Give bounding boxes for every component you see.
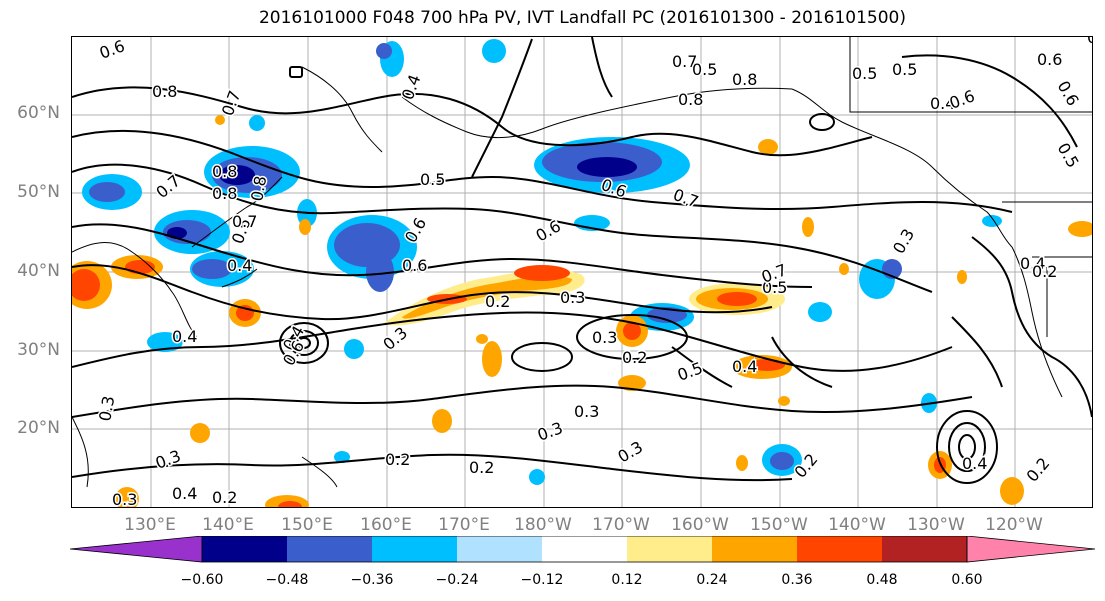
lon-label-180w: 180°W: [514, 515, 572, 535]
colorbar-bin-4: [457, 536, 542, 562]
contour-label: 0.8: [678, 90, 703, 109]
contour-label: 0.6: [402, 256, 427, 275]
colorbar-bin-7: [712, 536, 797, 562]
contour-label: 0.4: [732, 357, 757, 376]
colorbar-tick-4: −0.24: [435, 572, 479, 588]
closed-contours: [279, 66, 998, 484]
contour-label: 0.4: [172, 327, 197, 346]
contour-label: 0.2: [622, 348, 647, 367]
contour-label: 0.8: [212, 184, 237, 203]
contour-label: 0.7: [671, 185, 701, 212]
contour-label: 0.5: [762, 278, 787, 297]
colorbar-bin-9: [882, 536, 967, 562]
positive-anomaly-shading: [72, 115, 1092, 507]
colorbar-tick-7: 0.24: [696, 572, 728, 588]
colorbar-tick-3: −0.36: [350, 572, 394, 588]
lon-label-120w: 120°W: [985, 515, 1043, 535]
contour-label: 0.3: [615, 437, 647, 466]
lat-label-30n: 30°N: [17, 340, 60, 360]
contour-label: 0.4: [172, 484, 197, 503]
contour-label: 0.3: [379, 323, 411, 354]
colorbar-tick-10: 0.60: [951, 572, 983, 588]
contour-label: 0.7: [218, 88, 245, 118]
contour-label: 0.4: [1020, 254, 1045, 273]
lon-label-140e: 140°E: [202, 515, 254, 535]
colorbar-tick-8: 0.36: [781, 572, 813, 588]
contour-label: 0.4: [930, 94, 955, 113]
contour-label: 0.4: [227, 256, 252, 275]
lon-label-150w: 150°W: [750, 515, 808, 535]
contour-label: 0.3: [112, 490, 137, 508]
contour-label: 0.3: [574, 402, 599, 421]
colorbar-tick-5: −0.12: [520, 572, 564, 588]
contour-label: 0.6: [97, 37, 127, 63]
pv-contours: [72, 37, 1092, 482]
lon-label-130w: 130°W: [907, 515, 965, 535]
contour-label: 0.1: [1087, 37, 1093, 47]
colorbar-bin-6: [627, 536, 712, 562]
lon-label-160w: 160°W: [671, 515, 729, 535]
colorbar-bin-8: [797, 536, 882, 562]
contour-label: 0.6: [1037, 50, 1062, 69]
contour-label: 0.3: [95, 394, 118, 422]
lon-label-130e: 130°E: [124, 515, 176, 535]
lat-label-20n: 20°N: [17, 418, 60, 438]
contour-label: 0.6: [1054, 78, 1083, 110]
contour-label: 0.6: [533, 216, 565, 245]
colorbar-bin-3: [372, 536, 457, 562]
contour-label: 0.8: [732, 70, 757, 89]
figure-title: 2016101000 F048 700 hPa PV, IVT Landfall…: [258, 8, 906, 28]
lat-label-60n: 60°N: [17, 103, 60, 123]
colorbar-min-extend: [70, 536, 203, 563]
map-svg: 0.60.8 0.70.80.70.40.80.60.70.40.40.60.50…: [72, 37, 1093, 508]
lat-label-40n: 40°N: [17, 261, 60, 281]
contour-label: 0.3: [560, 288, 585, 307]
contour-label: 0.5: [420, 170, 445, 189]
lon-label-140w: 140°W: [828, 515, 886, 535]
colorbar-max-extend: [966, 536, 1096, 563]
contour-label: 0.2: [385, 450, 410, 469]
contour-label: 0.2: [469, 458, 494, 477]
colorbar-bin-5: [542, 536, 627, 562]
contour-label: 0.2: [485, 292, 510, 311]
contour-label: 0.7: [672, 52, 697, 71]
contour-label: 0.5: [852, 64, 877, 83]
contour-label: 0.4: [398, 72, 425, 102]
contour-label: 0.7: [232, 212, 257, 231]
coastlines: [72, 37, 1092, 488]
contour-label: 0.8: [152, 82, 177, 101]
contour-label: 0.5: [692, 60, 717, 79]
contour-label: 0.3: [535, 418, 565, 445]
contour-label: 0.6: [947, 86, 977, 113]
colorbar-bin-1: [202, 536, 287, 562]
colorbar-tick-1: −0.60: [180, 572, 224, 588]
lat-label-50n: 50°N: [17, 182, 60, 202]
contour-label: 0.4: [962, 454, 987, 473]
lon-label-170w: 170°W: [592, 515, 650, 535]
contour-label: 0.2: [1023, 454, 1054, 486]
contour-label: 0.8: [212, 162, 237, 181]
colorbar: [70, 536, 1096, 563]
lon-label-150e: 150°E: [281, 515, 333, 535]
contour-label: 0.2: [1032, 262, 1057, 281]
contour-label: 0.8: [247, 174, 270, 202]
colorbar-bin-2: [287, 536, 372, 562]
contour-label: 0.3: [153, 446, 183, 473]
lon-label-170e: 170°E: [438, 515, 490, 535]
contour-label: 0.2: [212, 488, 237, 507]
lon-label-160e: 160°E: [360, 515, 412, 535]
colorbar-tick-6: 0.12: [611, 572, 643, 588]
contour-label: 0.5: [892, 60, 917, 79]
map-panel: 0.6 0.8 0.7 0.8 0.7 0.4 0.8 0.6 0.7 0.4 0.4 0.6 0.5 0…: [71, 36, 1093, 508]
contour-label: 0.3: [889, 225, 918, 257]
contour-label: 0.3: [592, 328, 617, 347]
colorbar-tick-2: −0.48: [265, 572, 309, 588]
colorbar-tick-9: 0.48: [866, 572, 898, 588]
contour-label: 0.5: [1054, 140, 1083, 172]
